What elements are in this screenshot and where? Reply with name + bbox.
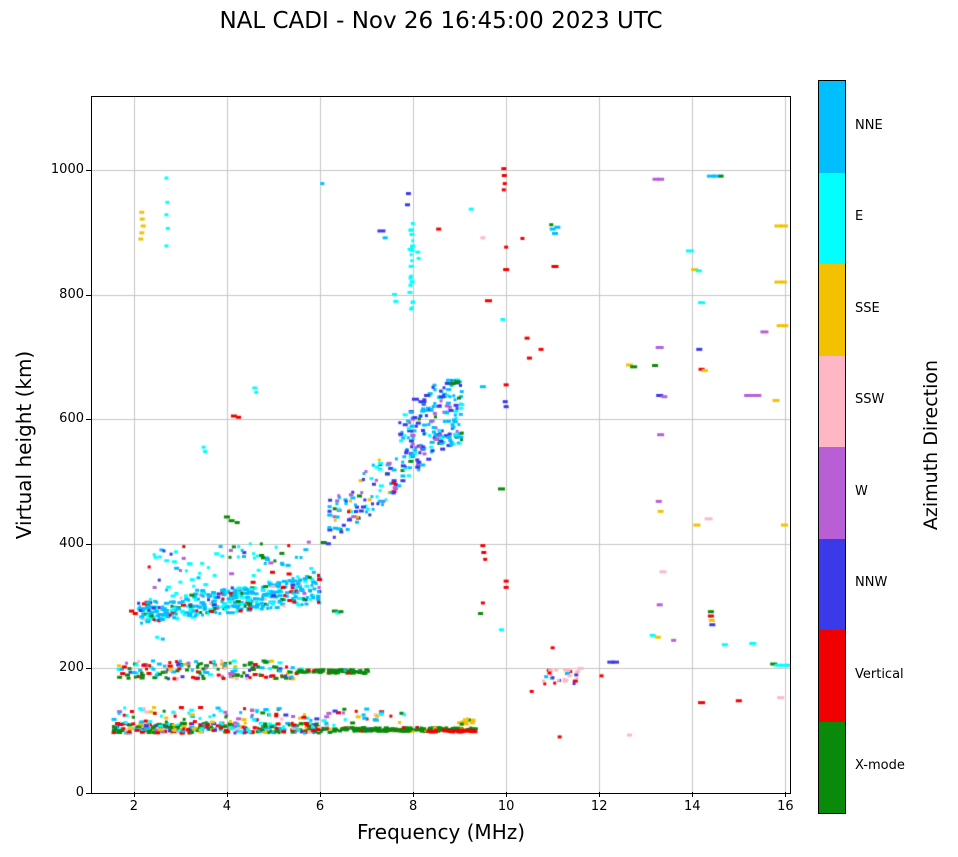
y-tick-label: 0: [75, 785, 84, 800]
chart-title: NAL CADI - Nov 26 16:45:00 2023 UTC: [219, 8, 663, 34]
colorbar-segment-e: [819, 172, 845, 264]
colorbar: [818, 80, 846, 814]
colorbar-segment-nne: [819, 81, 845, 173]
colorbar-category-label: Vertical: [855, 666, 904, 682]
x-tick-label: 10: [497, 799, 515, 814]
y-tick-mark: [86, 295, 91, 296]
x-tick-mark: [506, 792, 507, 797]
y-tick-mark: [86, 793, 91, 794]
y-tick-label: 800: [59, 286, 84, 302]
y-tick-mark: [86, 544, 91, 545]
colorbar-category-label: NNE: [855, 117, 883, 133]
x-tick-label: 4: [222, 799, 232, 814]
colorbar-segment-sse: [819, 264, 845, 356]
colorbar-category-label: SSE: [855, 300, 880, 316]
colorbar-category-label: X-mode: [855, 758, 905, 774]
plot-area: [91, 96, 791, 794]
x-tick-label: 2: [129, 799, 139, 814]
ionogram-canvas: [92, 97, 790, 793]
y-tick-label: 600: [59, 411, 84, 427]
y-tick-mark: [86, 170, 91, 171]
y-tick-label: 1000: [50, 161, 84, 177]
x-tick-label: 6: [315, 799, 325, 814]
y-axis-label: Virtual height (km): [12, 350, 36, 540]
x-axis-label: Frequency (MHz): [356, 820, 526, 844]
colorbar-category-label: W: [855, 483, 868, 499]
colorbar-category-label: NNW: [855, 575, 888, 591]
x-tick-mark: [413, 792, 414, 797]
colorbar-segment-nnw: [819, 538, 845, 630]
x-tick-label: 12: [590, 799, 608, 814]
y-tick-label: 400: [59, 535, 84, 551]
colorbar-segment-x-mode: [819, 721, 845, 813]
x-tick-label: 16: [777, 799, 794, 814]
x-tick-label: 8: [408, 799, 418, 814]
y-tick-mark: [86, 668, 91, 669]
x-tick-mark: [227, 792, 228, 797]
x-tick-mark: [320, 792, 321, 797]
colorbar-segment-ssw: [819, 355, 845, 447]
colorbar-axis-label: Azimuth Direction: [920, 359, 942, 531]
colorbar-category-label: E: [855, 209, 864, 225]
x-tick-label: 14: [683, 799, 701, 814]
x-tick-mark: [599, 792, 600, 797]
x-tick-mark: [785, 792, 786, 797]
x-tick-mark: [134, 792, 135, 797]
y-tick-mark: [86, 419, 91, 420]
colorbar-category-label: SSW: [855, 392, 885, 408]
x-tick-mark: [692, 792, 693, 797]
colorbar-segment-w: [819, 447, 845, 539]
colorbar-segment-vertical: [819, 630, 845, 722]
y-tick-label: 200: [59, 660, 84, 676]
